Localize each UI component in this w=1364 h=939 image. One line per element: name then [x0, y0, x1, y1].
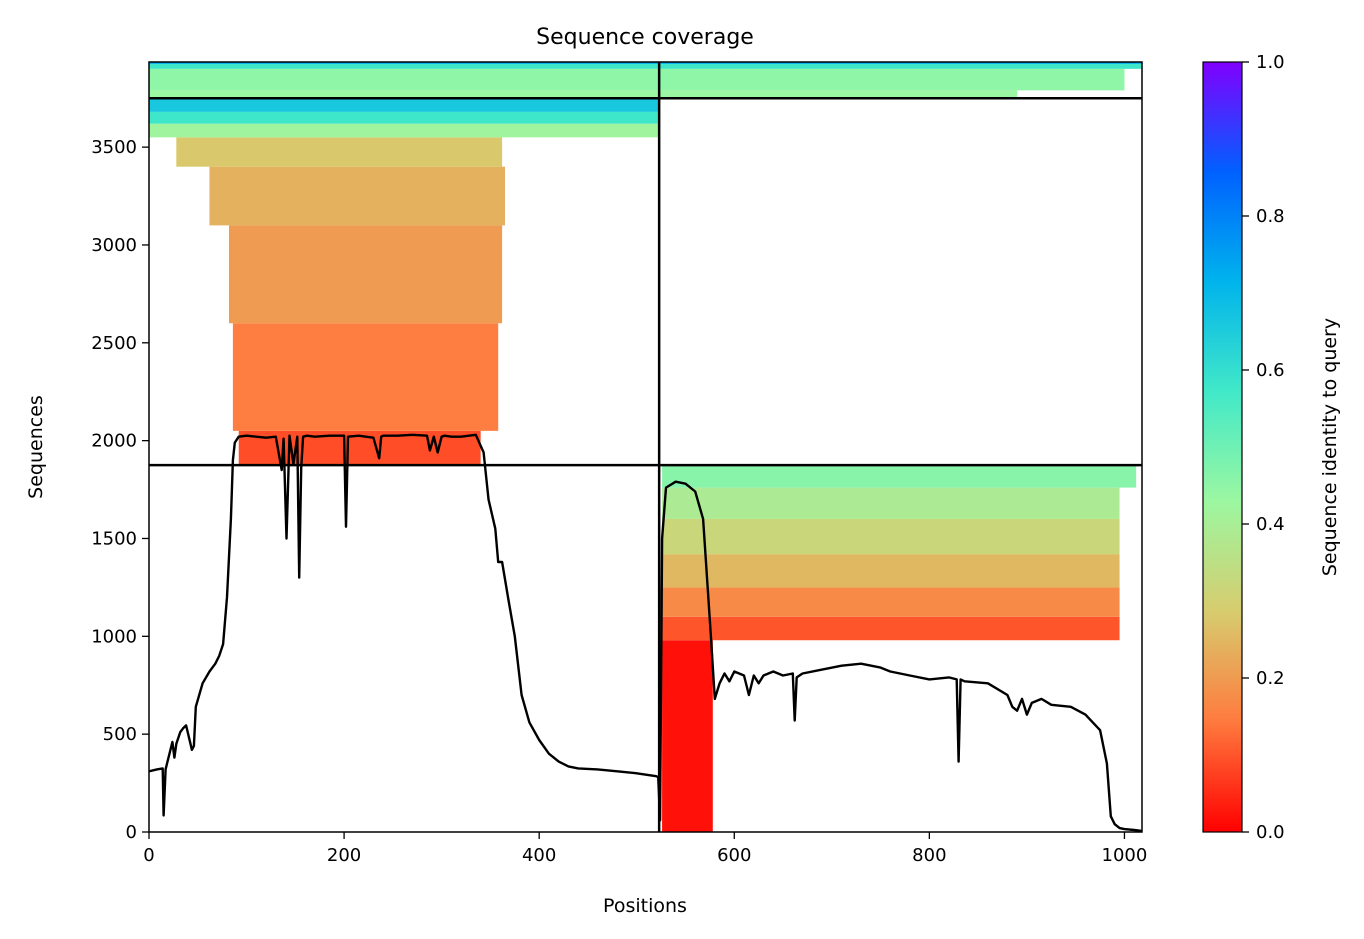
coverage-band — [662, 587, 1120, 617]
x-tick-label: 1000 — [1102, 845, 1148, 866]
y-tick-label: 1500 — [91, 528, 137, 549]
colorbar-ticks: 0.0 0.2 0.4 0.6 0.8 1.0 — [1242, 52, 1285, 843]
coverage-band — [232, 323, 499, 431]
coverage-line — [149, 433, 1142, 832]
coverage-band — [176, 137, 503, 167]
coverage-band — [662, 465, 1137, 488]
coverage-band — [662, 616, 1120, 641]
block-dividers — [149, 62, 1142, 832]
coverage-band — [662, 487, 1120, 519]
coverage-band — [662, 518, 1120, 555]
colorbar: 0.0 0.2 0.4 0.6 0.8 1.0 Sequence identity to … — [1202, 52, 1341, 843]
colorbar-tick-label: 0.8 — [1256, 206, 1285, 227]
colorbar-gradient — [1202, 61, 1243, 833]
colorbar-tick-label: 0.2 — [1256, 668, 1285, 689]
y-tick-label: 3000 — [91, 235, 137, 256]
y-axis-label: Sequences — [25, 395, 47, 499]
colorbar-tick-label: 1.0 — [1256, 52, 1285, 73]
y-tick-label: 500 — [103, 724, 137, 745]
coverage-band — [149, 68, 1125, 91]
x-tick-label: 400 — [522, 845, 556, 866]
coverage-band — [149, 63, 1142, 69]
coverage-band — [149, 98, 660, 112]
chart-title: Sequence coverage — [536, 25, 754, 50]
plot-frame — [148, 61, 1143, 833]
coverage-band — [228, 225, 503, 324]
y-tick-label: 2000 — [91, 431, 137, 452]
y-tick-label: 2500 — [91, 333, 137, 354]
coverage-band — [149, 62, 1142, 64]
plot-area — [148, 61, 1143, 833]
x-tick-label: 0 — [143, 845, 154, 866]
x-axis-ticks: 0 200 400 600 800 1000 — [143, 832, 1147, 866]
colorbar-tick-label: 0.4 — [1256, 514, 1285, 535]
y-tick-label: 0 — [126, 822, 137, 843]
colorbar-tick-label: 0.6 — [1256, 360, 1285, 381]
coverage-band — [149, 111, 660, 124]
x-tick-label: 200 — [327, 845, 361, 866]
x-tick-label: 600 — [717, 845, 751, 866]
coverage-blocks — [149, 62, 1142, 832]
colorbar-label: Sequence identity to query — [1319, 318, 1341, 576]
coverage-band — [662, 554, 1120, 588]
x-tick-label: 800 — [912, 845, 946, 866]
coverage-band — [662, 640, 713, 832]
x-axis-label: Positions — [603, 895, 687, 917]
coverage-band — [149, 123, 660, 138]
colorbar-tick-label: 0.0 — [1256, 822, 1285, 843]
coverage-band — [149, 90, 1018, 99]
y-axis-ticks: 0 500 1000 1500 2000 2500 3000 3500 — [91, 137, 149, 843]
y-tick-label: 3500 — [91, 137, 137, 158]
y-tick-label: 1000 — [91, 626, 137, 647]
coverage-band — [209, 166, 506, 226]
